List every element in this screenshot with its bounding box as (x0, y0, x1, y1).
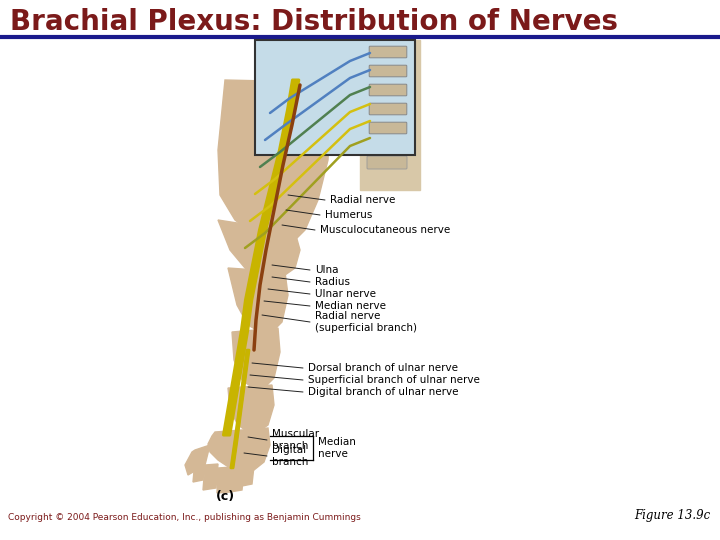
Text: Ulnar nerve: Ulnar nerve (315, 289, 376, 299)
FancyBboxPatch shape (367, 108, 407, 121)
Text: Humerus: Humerus (325, 210, 372, 220)
Text: (c): (c) (215, 490, 235, 503)
FancyBboxPatch shape (367, 156, 407, 169)
FancyBboxPatch shape (367, 124, 407, 137)
Text: Musculocutaneous nerve: Musculocutaneous nerve (320, 225, 450, 235)
Text: Radius: Radius (315, 277, 350, 287)
Text: Digital branch of ulnar nerve: Digital branch of ulnar nerve (308, 387, 459, 397)
Text: Median
nerve: Median nerve (318, 437, 356, 459)
Polygon shape (217, 467, 232, 493)
FancyBboxPatch shape (369, 65, 407, 77)
FancyBboxPatch shape (367, 44, 407, 57)
Text: Dorsal branch of ulnar nerve: Dorsal branch of ulnar nerve (308, 363, 458, 373)
Polygon shape (228, 385, 274, 432)
Polygon shape (218, 220, 300, 278)
Polygon shape (218, 80, 330, 245)
Text: Copyright © 2004 Pearson Education, Inc., publishing as Benjamin Cummings: Copyright © 2004 Pearson Education, Inc.… (8, 513, 361, 522)
Text: Superficial branch of ulnar nerve: Superficial branch of ulnar nerve (308, 375, 480, 385)
Text: Radial nerve: Radial nerve (330, 195, 395, 205)
Text: Muscular
branch: Muscular branch (272, 429, 319, 451)
FancyBboxPatch shape (369, 103, 407, 115)
FancyBboxPatch shape (367, 92, 407, 105)
Polygon shape (360, 40, 420, 190)
Polygon shape (242, 466, 254, 486)
Bar (255, 40, 415, 155)
Text: Figure 13.9c: Figure 13.9c (634, 509, 710, 522)
FancyBboxPatch shape (369, 122, 407, 134)
Polygon shape (203, 464, 218, 490)
FancyBboxPatch shape (369, 46, 407, 58)
Polygon shape (185, 445, 210, 475)
Text: Ulna: Ulna (315, 265, 338, 275)
Polygon shape (230, 469, 244, 492)
Text: Brachial Plexus: Distribution of Nerves: Brachial Plexus: Distribution of Nerves (10, 8, 618, 36)
Text: Median nerve: Median nerve (315, 301, 386, 311)
FancyBboxPatch shape (367, 60, 407, 73)
FancyBboxPatch shape (369, 84, 407, 96)
Polygon shape (232, 328, 280, 388)
FancyBboxPatch shape (367, 76, 407, 89)
Polygon shape (208, 428, 270, 472)
Polygon shape (228, 268, 288, 332)
FancyBboxPatch shape (367, 140, 407, 153)
Text: Digital
branch: Digital branch (272, 445, 308, 467)
Polygon shape (193, 458, 205, 482)
Text: Radial nerve
(superficial branch): Radial nerve (superficial branch) (315, 311, 417, 333)
Polygon shape (275, 65, 415, 145)
